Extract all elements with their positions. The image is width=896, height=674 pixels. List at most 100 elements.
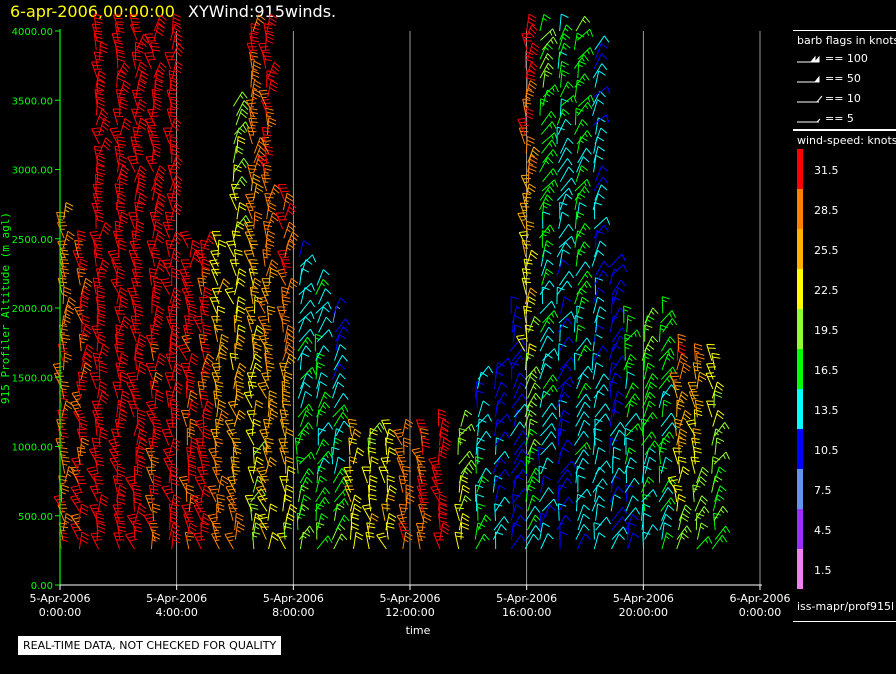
barb-shaft [78, 532, 83, 550]
wind-barb [298, 311, 315, 324]
barb-full-feather [189, 522, 198, 528]
barb-full-feather [153, 478, 162, 483]
barb-full-feather [546, 457, 554, 464]
barb-shaft [253, 137, 261, 154]
barb-shaft [95, 70, 100, 88]
barb-full-feather [349, 456, 358, 460]
barb-shaft [539, 98, 542, 116]
barb-full-feather [517, 212, 526, 214]
barb-shaft [539, 390, 545, 408]
barb-half-feather [308, 454, 311, 460]
barb-full-feather [207, 353, 215, 360]
barb-full-feather [586, 280, 592, 288]
barb-half-feather [421, 435, 426, 438]
barb-full-feather [371, 513, 379, 519]
wind-barb [284, 334, 295, 352]
wind-barb [116, 465, 126, 484]
barb-full-feather [557, 286, 565, 291]
wind-barb [402, 531, 413, 550]
barb-shaft [183, 513, 190, 531]
barb-full-feather [351, 525, 359, 531]
barb-shaft [135, 99, 141, 116]
barb-half-feather [266, 237, 272, 241]
barb-full-feather [188, 309, 197, 313]
barb-full-feather [512, 493, 521, 498]
wind-barb [437, 409, 447, 427]
wind-barb [200, 305, 210, 323]
barb-full-feather [487, 414, 492, 422]
barb-full-feather [195, 501, 204, 504]
barb-shaft [524, 324, 528, 342]
wind-barb [278, 438, 289, 455]
barb-full-feather [255, 187, 263, 193]
barb-full-feather [130, 388, 139, 391]
barb-shaft [349, 494, 356, 512]
barb-full-feather [595, 277, 604, 281]
barb-full-feather [477, 522, 486, 528]
barb-full-feather [120, 371, 129, 376]
barb-shaft [248, 118, 255, 135]
barb-full-feather [78, 388, 87, 391]
barb-full-feather [237, 281, 245, 287]
barb-full-feather [596, 230, 604, 235]
barb-shaft [477, 365, 489, 380]
barb-shaft [96, 391, 103, 408]
barb-full-feather [117, 473, 125, 477]
wind-barb [541, 179, 559, 192]
wind-barb [135, 220, 145, 239]
barb-shaft [211, 372, 218, 390]
barb-shaft [151, 315, 158, 333]
wind-barb [539, 363, 552, 380]
barb-full-feather [503, 516, 509, 524]
barb-shaft [133, 343, 137, 361]
wind-barb [517, 117, 530, 135]
wind-barb [593, 270, 609, 286]
barb-full-feather [59, 416, 68, 419]
barb-full-feather [531, 61, 538, 68]
barb-shaft [70, 524, 80, 540]
barb-full-feather [160, 62, 167, 69]
barb-full-feather [169, 70, 178, 73]
barb-full-feather [170, 98, 179, 102]
barb-half-feather [286, 341, 291, 345]
wind-barb [577, 270, 593, 286]
barb-full-feather [240, 112, 247, 119]
barb-full-feather [248, 384, 257, 388]
barb-shaft [162, 222, 170, 239]
barb-full-feather [77, 450, 86, 454]
wind-barb [577, 419, 591, 437]
barb-full-feather [146, 400, 155, 403]
wind-barb [365, 531, 375, 550]
barb-shaft [218, 334, 223, 352]
barb-half-feather [321, 442, 326, 447]
barb-full-feather [533, 533, 539, 541]
barb-half-feather [260, 304, 266, 306]
barb-full-feather [262, 126, 271, 129]
barb-full-feather [342, 326, 350, 333]
wind-barb [593, 201, 603, 220]
barb-full-feather [129, 159, 138, 161]
barb-half-feather [233, 473, 238, 475]
wind-barb [162, 447, 176, 465]
barb-full-feather [161, 485, 170, 488]
barb-full-feather [117, 501, 126, 505]
barb-full-feather [110, 441, 119, 445]
barb-half-feather [218, 351, 224, 355]
barb-full-feather [245, 306, 254, 309]
wind-barb [150, 456, 160, 474]
barb-shaft [253, 211, 256, 229]
barb-shaft [118, 80, 125, 98]
barb-shaft [112, 475, 118, 493]
barb-full-feather [544, 249, 552, 255]
barb-full-feather [100, 351, 108, 357]
wind-barb [332, 404, 349, 418]
barb-shaft [510, 459, 522, 474]
barb-shaft [277, 270, 287, 286]
barb-shaft [510, 522, 514, 540]
barb-full-feather [60, 268, 69, 271]
barb-full-feather [438, 412, 447, 417]
barb-full-feather [151, 249, 160, 252]
wind-barb [136, 362, 148, 380]
barb-shaft [282, 344, 289, 361]
barb-shaft [217, 278, 225, 295]
